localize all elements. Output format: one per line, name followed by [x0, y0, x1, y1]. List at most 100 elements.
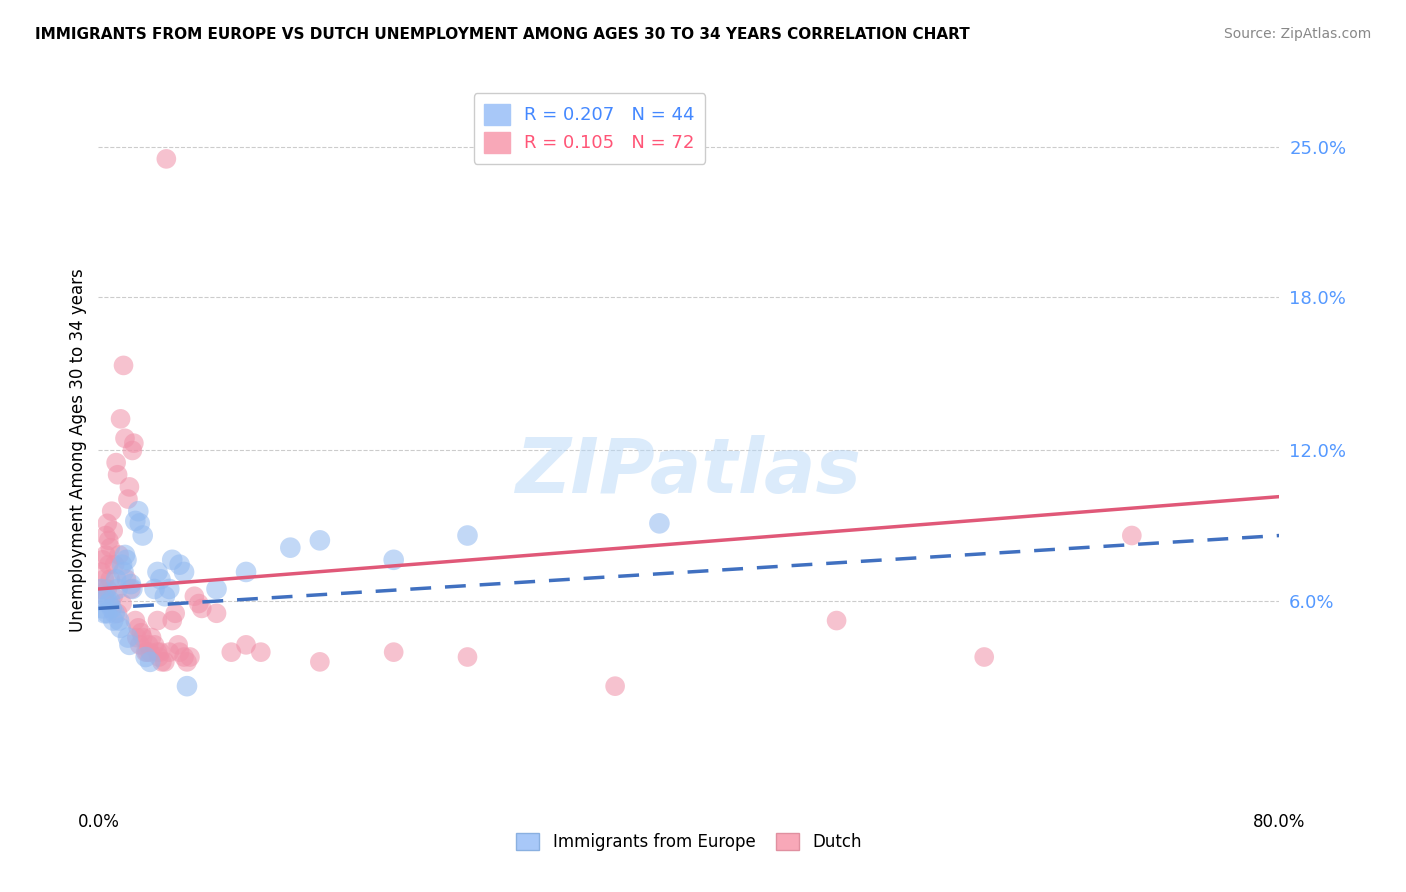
Point [94, 548, 117, 562]
Point [122, 436, 145, 450]
Point [124, 614, 146, 628]
Point [135, 650, 157, 665]
Point [146, 565, 169, 579]
Point [173, 565, 195, 579]
Point [150, 655, 173, 669]
Point [153, 655, 176, 669]
Point [235, 565, 257, 579]
Point [183, 589, 205, 603]
Point [97, 533, 120, 548]
Point [104, 558, 127, 572]
Point [173, 650, 195, 665]
Point [98, 594, 121, 608]
Point [96, 582, 118, 596]
Point [110, 412, 132, 426]
Point [115, 572, 138, 586]
Point [96, 607, 118, 621]
Point [128, 638, 150, 652]
Point [120, 582, 142, 596]
Point [162, 614, 183, 628]
Text: ZIPatlas: ZIPatlas [516, 434, 862, 508]
Point [114, 431, 136, 445]
Point [98, 541, 121, 555]
Point [105, 572, 128, 586]
Point [169, 558, 191, 572]
Point [125, 631, 148, 645]
Point [1121, 528, 1143, 542]
Point [112, 359, 135, 373]
Point [93, 589, 115, 603]
Point [382, 553, 405, 567]
Point [155, 152, 177, 166]
Point [138, 638, 160, 652]
Point [103, 524, 125, 538]
Point [309, 655, 332, 669]
Point [97, 597, 120, 611]
Point [139, 655, 162, 669]
Point [157, 645, 180, 659]
Point [143, 582, 166, 596]
Point [90, 582, 112, 596]
Point [110, 621, 132, 635]
Point [648, 516, 671, 531]
Point [128, 516, 150, 531]
Point [98, 572, 121, 586]
Point [104, 607, 127, 621]
Point [108, 614, 131, 628]
Point [205, 607, 228, 621]
Point [124, 514, 146, 528]
Point [169, 645, 191, 659]
Point [89, 582, 111, 596]
Point [100, 504, 122, 518]
Point [139, 645, 162, 659]
Point [457, 650, 479, 665]
Point [111, 597, 134, 611]
Point [96, 516, 118, 531]
Point [132, 528, 155, 542]
Point [143, 638, 166, 652]
Point [153, 589, 176, 603]
Point [221, 645, 243, 659]
Point [973, 650, 995, 665]
Point [115, 553, 138, 567]
Point [90, 565, 112, 579]
Point [176, 679, 198, 693]
Y-axis label: Unemployment Among Ages 30 to 34 years: Unemployment Among Ages 30 to 34 years [69, 268, 87, 632]
Point [93, 607, 115, 621]
Point [107, 607, 129, 621]
Point [135, 645, 157, 659]
Point [117, 631, 139, 645]
Point [117, 491, 139, 506]
Point [108, 548, 131, 562]
Point [149, 572, 172, 586]
Point [129, 625, 152, 640]
Legend: Immigrants from Europe, Dutch: Immigrants from Europe, Dutch [509, 826, 869, 858]
Point [103, 614, 125, 628]
Point [382, 645, 405, 659]
Text: IMMIGRANTS FROM EUROPE VS DUTCH UNEMPLOYMENT AMONG AGES 30 TO 34 YEARS CORRELATI: IMMIGRANTS FROM EUROPE VS DUTCH UNEMPLOY… [35, 27, 970, 42]
Point [250, 645, 273, 659]
Point [149, 645, 172, 659]
Point [157, 582, 180, 596]
Point [127, 504, 149, 518]
Point [114, 548, 136, 562]
Point [121, 443, 143, 458]
Point [235, 638, 257, 652]
Point [118, 480, 141, 494]
Point [165, 607, 187, 621]
Point [176, 655, 198, 669]
Point [205, 582, 228, 596]
Point [309, 533, 332, 548]
Point [148, 650, 170, 665]
Point [107, 467, 129, 482]
Point [100, 601, 122, 615]
Point [825, 614, 848, 628]
Point [107, 582, 129, 596]
Point [120, 577, 142, 591]
Point [146, 614, 169, 628]
Point [118, 638, 141, 652]
Point [167, 638, 190, 652]
Point [103, 589, 125, 603]
Point [127, 621, 149, 635]
Point [457, 528, 479, 542]
